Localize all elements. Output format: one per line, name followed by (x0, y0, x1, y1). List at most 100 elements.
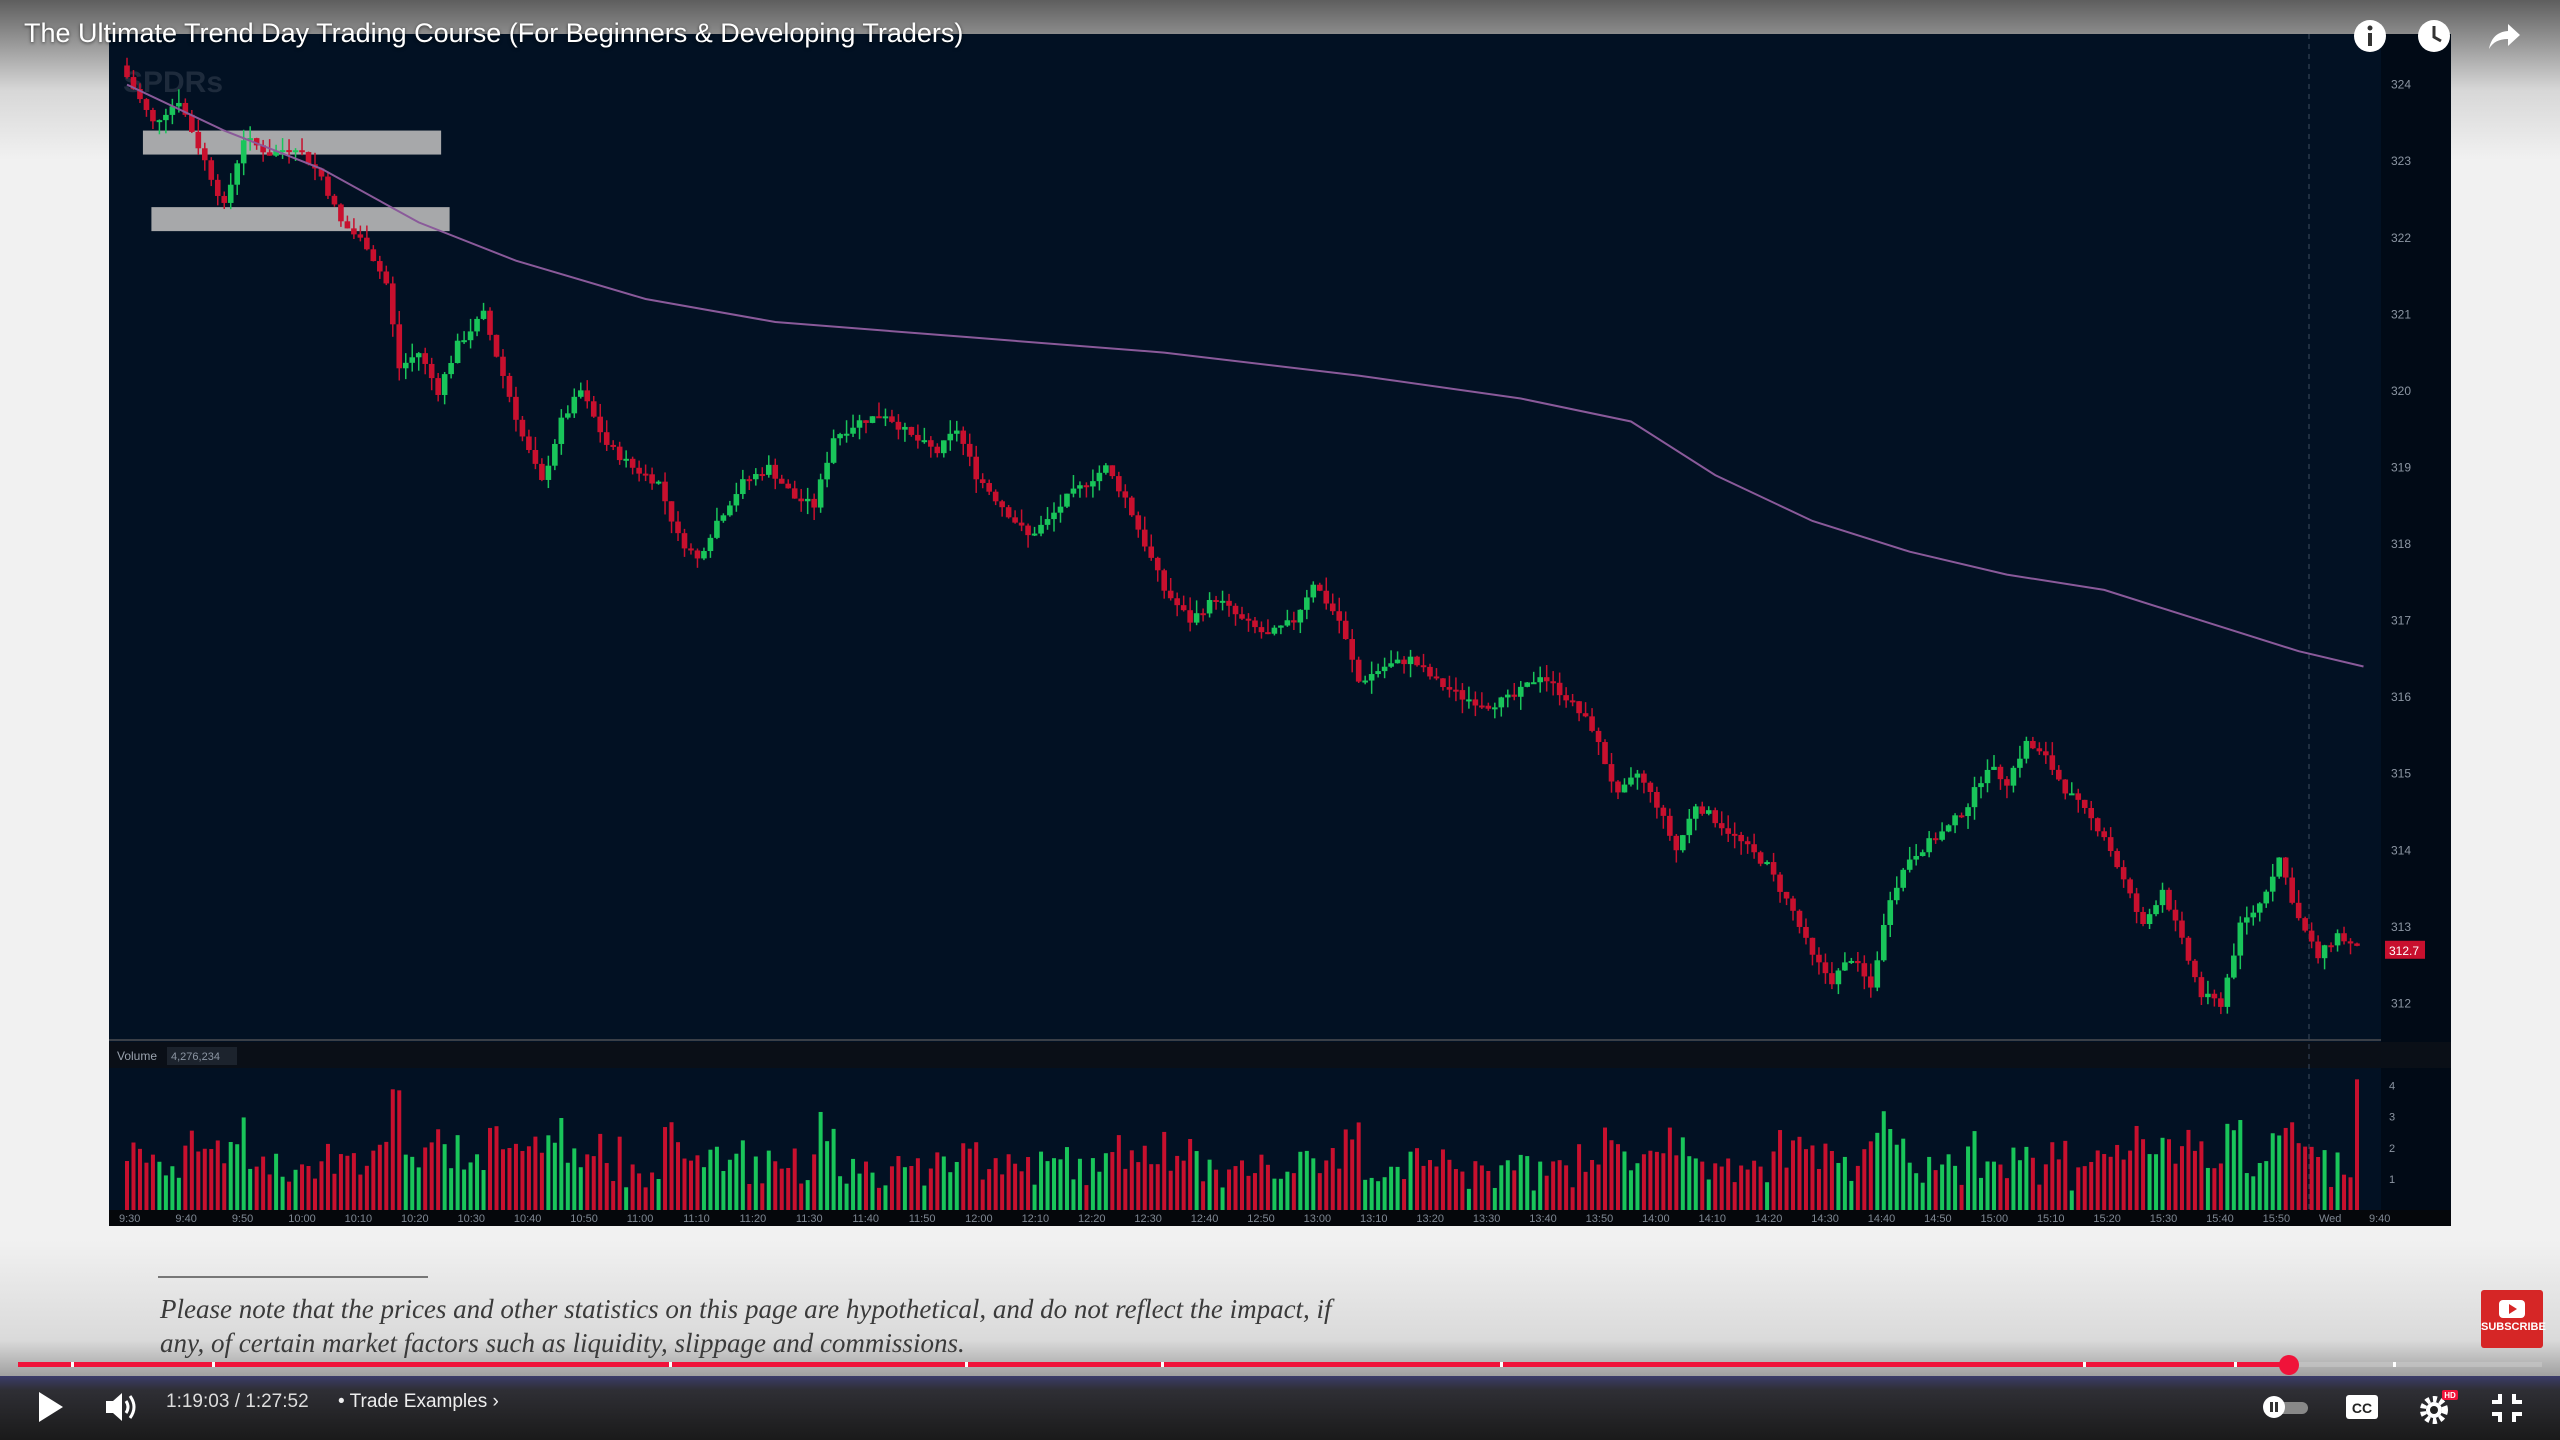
volume-bar (546, 1135, 551, 1210)
volume-bar (1214, 1169, 1219, 1210)
candle-body (889, 416, 895, 422)
volume-bar (831, 1128, 836, 1210)
candle-body (733, 494, 740, 506)
volume-bar (2270, 1133, 2275, 1210)
volume-bar (2017, 1160, 2022, 1210)
volume-bar (2283, 1127, 2288, 1210)
candle-body (377, 261, 383, 272)
captions-icon[interactable]: CC (2344, 1392, 2380, 1427)
time-tick-label: 13:40 (1529, 1213, 1557, 1225)
candle-body (960, 430, 967, 444)
chapter-title: Trade Examples (349, 1391, 488, 1412)
volume-bar (2296, 1143, 2301, 1210)
time-separator: / (234, 1391, 240, 1412)
volume-bar (1168, 1170, 1173, 1210)
candle-body (513, 396, 519, 420)
candle-body (2017, 758, 2023, 768)
candle-body (1368, 674, 1375, 681)
volume-bar (1888, 1129, 1893, 1210)
volume-bar (170, 1166, 175, 1210)
volume-bar (2348, 1177, 2353, 1210)
candle-body (863, 420, 869, 423)
volume-bar (928, 1168, 933, 1210)
volume-bar (2056, 1159, 2061, 1210)
share-icon[interactable] (2482, 14, 2526, 58)
volume-bar (1927, 1156, 1932, 1210)
info-icon[interactable] (2348, 14, 2392, 58)
video-title[interactable]: The Ultimate Trend Day Trading Course (F… (24, 18, 964, 48)
time-tick-label: 10:50 (570, 1213, 598, 1225)
candle-body (1958, 815, 1965, 818)
candle-body (383, 271, 390, 284)
candle-body (2263, 891, 2270, 904)
candle-body (2218, 998, 2224, 1007)
candle-body (973, 456, 980, 480)
volume-bar (475, 1154, 480, 1210)
progress-scrubber[interactable] (2278, 1355, 2299, 1375)
candle-body (2276, 857, 2283, 877)
candle-body (2269, 876, 2276, 892)
candle-body (182, 102, 189, 115)
volume-bar (481, 1170, 486, 1210)
time-tick-label: 15:10 (2037, 1213, 2065, 1225)
candle-body (1984, 769, 1991, 784)
volume-bar (539, 1152, 544, 1210)
watch-later-icon[interactable] (2412, 14, 2456, 58)
chapter-marker (212, 1362, 216, 1367)
candle-body (1479, 705, 1485, 708)
volume-bar (280, 1176, 285, 1210)
candle-body (2101, 831, 2107, 838)
candle-body (1971, 787, 1978, 808)
volume-bar (1026, 1157, 1031, 1210)
candle-body (2094, 818, 2101, 832)
volume-bar (747, 1184, 752, 1210)
candle-body (934, 446, 941, 454)
candle-body (1414, 656, 1420, 666)
candle-body (610, 444, 616, 447)
volume-bar (131, 1142, 136, 1210)
settings-icon[interactable]: HD (2416, 1388, 2460, 1433)
current-time: 1:19:03 (166, 1391, 230, 1412)
volume-bar (1142, 1145, 1147, 1210)
candle-body (2328, 945, 2334, 948)
play-icon[interactable] (36, 1390, 66, 1429)
exit-fullscreen-icon[interactable] (2490, 1392, 2524, 1429)
candle-body (1563, 695, 1569, 701)
candle-body (1485, 705, 1492, 709)
volume-bar (604, 1163, 609, 1210)
candle-body (1848, 960, 1855, 963)
volume-bar (1064, 1147, 1069, 1210)
candle-body (1634, 773, 1641, 778)
total-time: 1:27:52 (245, 1391, 309, 1412)
volume-bar (598, 1133, 603, 1210)
volume-bar (2277, 1135, 2282, 1210)
volume-bar (2316, 1157, 2321, 1210)
volume-icon[interactable] (104, 1390, 140, 1429)
autoplay-toggle-icon[interactable] (2262, 1394, 2312, 1425)
volume-bar (1842, 1156, 1847, 1210)
progress-bar[interactable] (18, 1355, 2542, 1375)
volume-bar (909, 1165, 914, 1210)
candle-body (1440, 678, 1446, 688)
subscribe-button[interactable]: SUBSCRIBE (2481, 1290, 2546, 1348)
volume-bar (319, 1161, 324, 1210)
volume-bar (1207, 1159, 1212, 1210)
candle-body (506, 375, 513, 397)
volume-header-bar (109, 1042, 2451, 1068)
candle-body (1511, 694, 1518, 697)
candle-body (902, 426, 908, 430)
candle-body (2295, 902, 2302, 919)
volume-bar (1525, 1156, 1530, 1210)
volume-bar (500, 1149, 505, 1210)
volume-bar (2030, 1157, 2035, 1210)
candle-body (2036, 748, 2043, 752)
candle-body (1926, 838, 1932, 853)
chapter-button[interactable]: • Trade Examples › (338, 1391, 499, 1413)
volume-bar (1868, 1141, 1873, 1210)
candle-body (584, 390, 591, 402)
volume-bar (1849, 1180, 1854, 1210)
candle-body (1835, 970, 1842, 985)
candle-body (526, 436, 532, 450)
candle-body (668, 501, 675, 522)
